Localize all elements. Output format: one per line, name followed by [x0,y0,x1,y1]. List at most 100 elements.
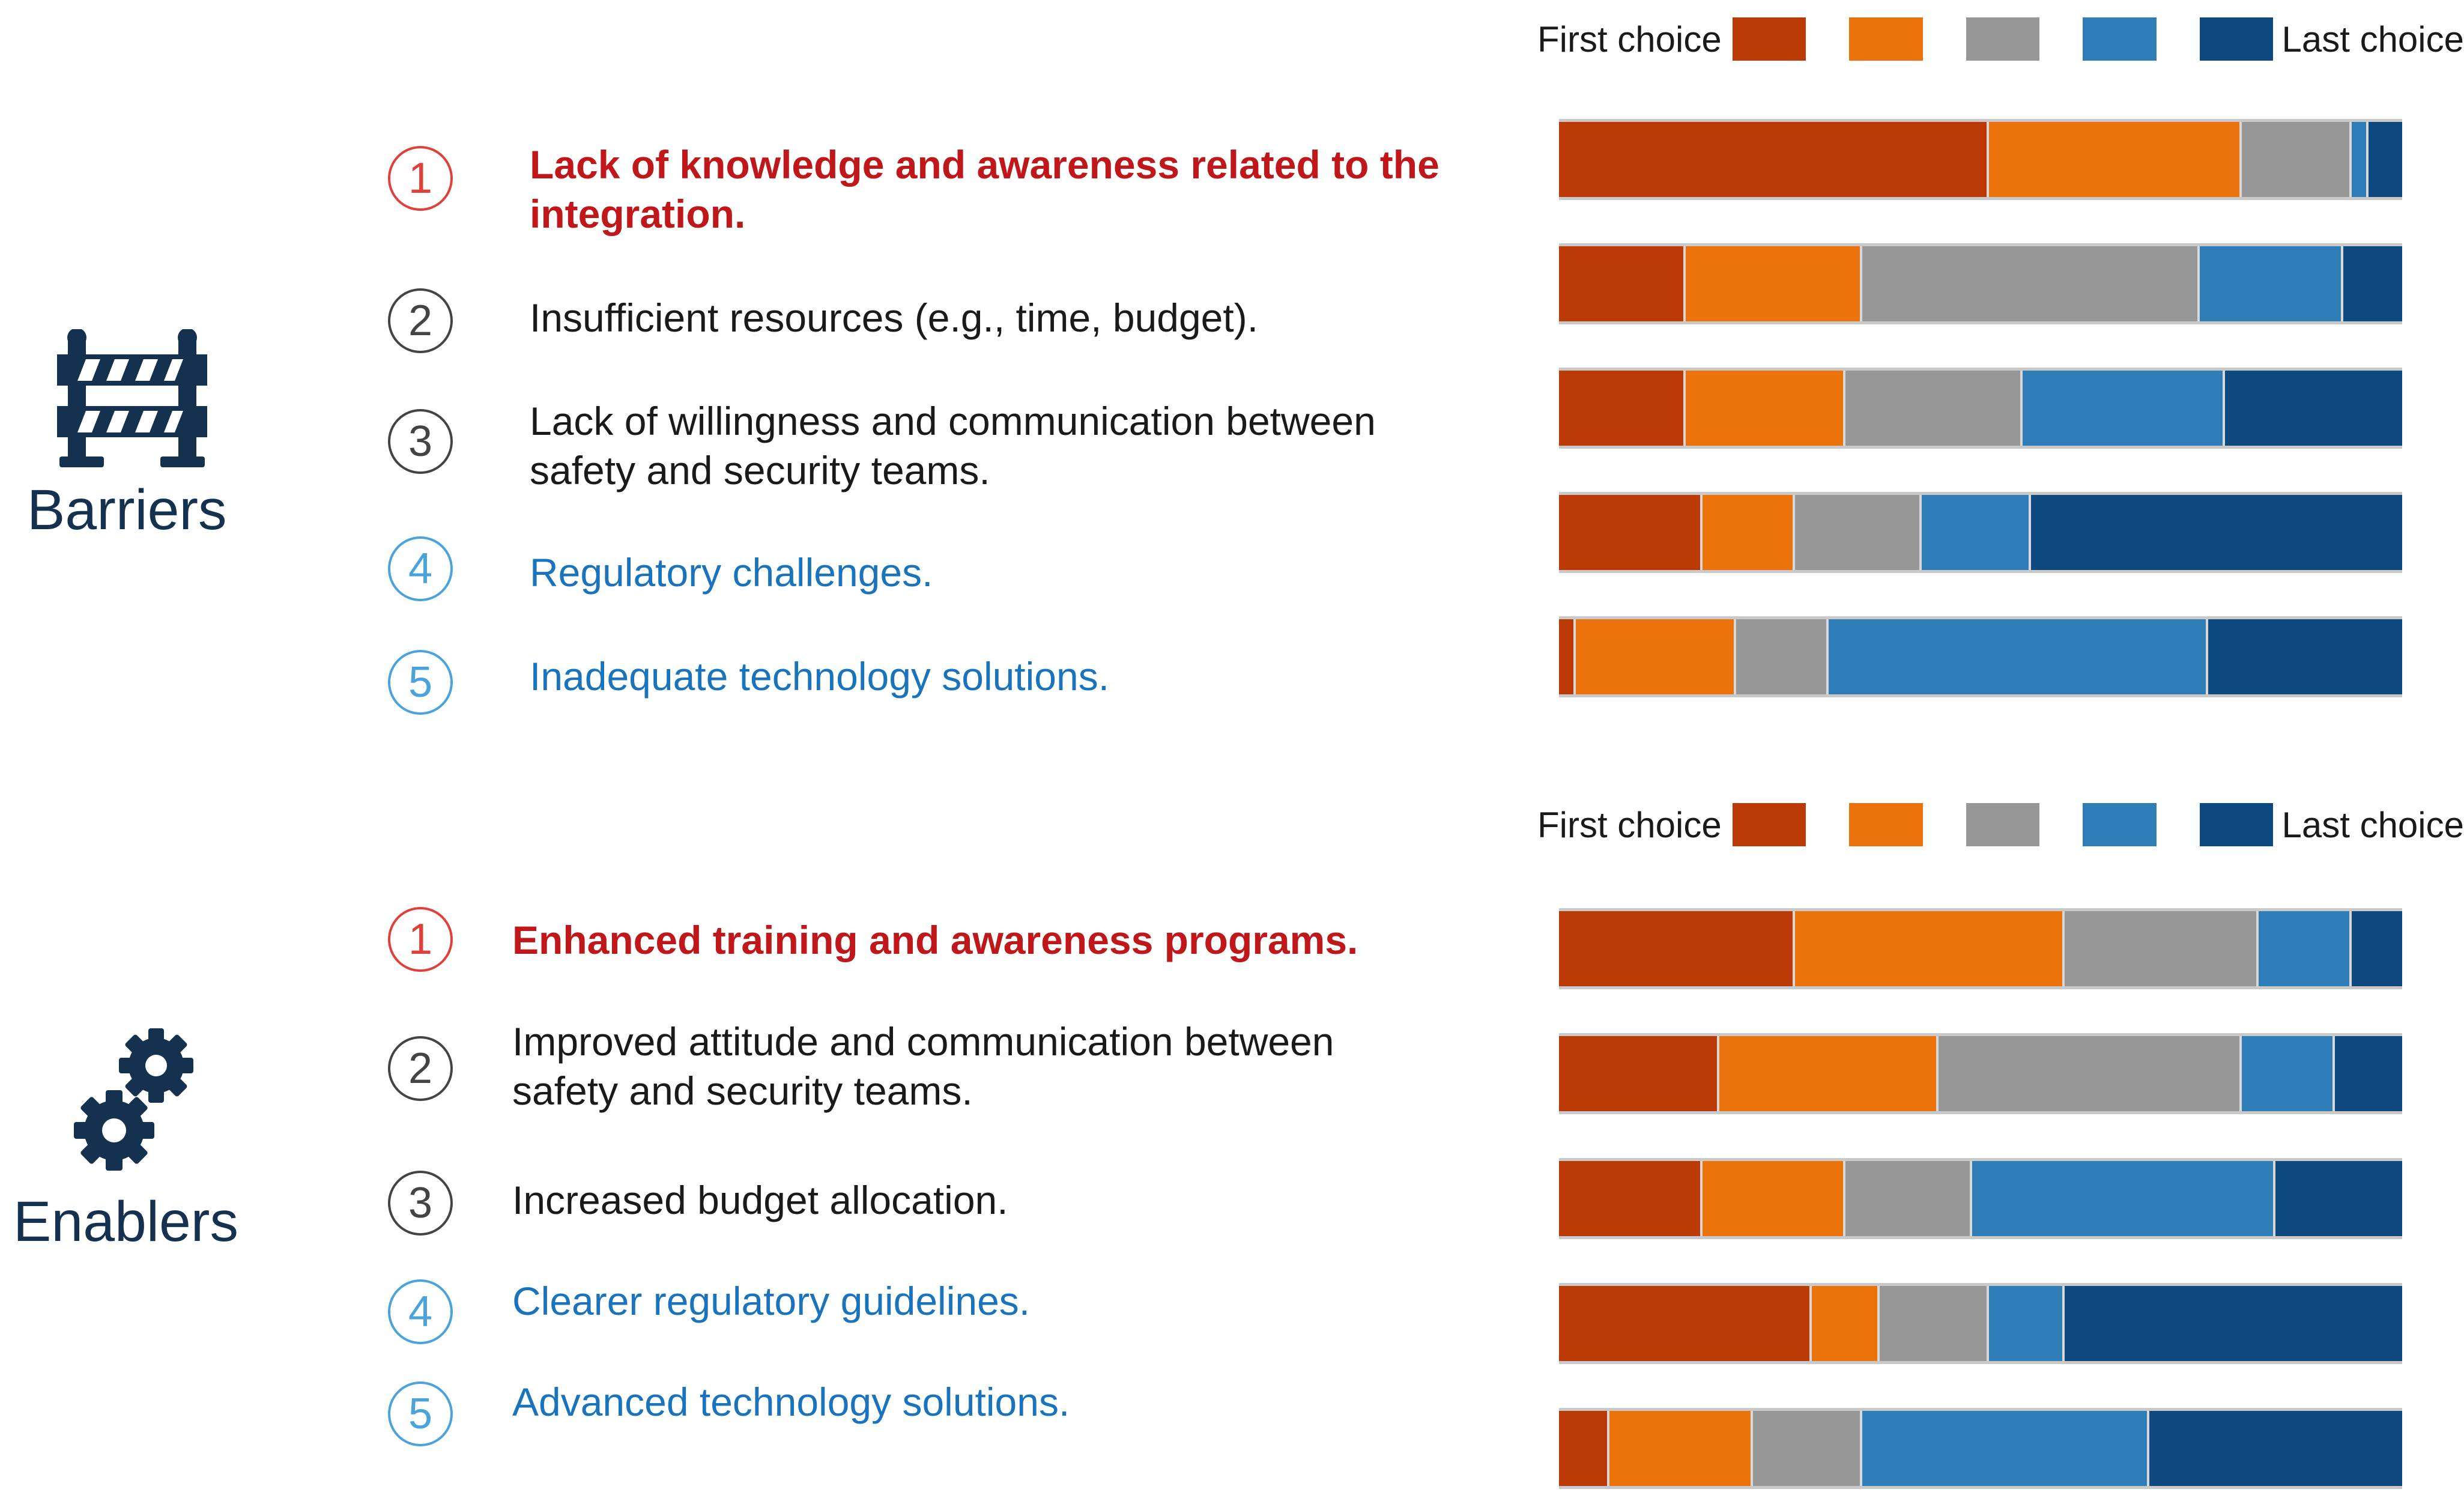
stacked-bar [1559,1033,2402,1114]
bar-segment-choice-5 [2149,1411,2402,1486]
bar-segment-choice-2 [1609,1411,1753,1486]
bar-segment-choice-1 [1559,246,1686,321]
bar-segment-choice-5 [2334,1036,2402,1111]
bar-segment-choice-5 [2031,495,2402,570]
bar-segment-choice-3 [1879,1286,1990,1361]
bar-segment-choice-4 [1862,1411,2149,1486]
bar-segment-choice-4 [2351,122,2369,197]
bar-segment-choice-2 [1702,1161,1846,1236]
bar-segment-choice-4 [1921,495,2032,570]
bar-segment-choice-4 [1989,1286,2065,1361]
bar-segment-choice-3 [1862,246,2200,321]
gears-icon [74,1028,193,1171]
bar-segment-choice-3 [1795,495,1922,570]
legend-swatch [1966,803,2040,846]
bar-segment-choice-2 [1989,122,2242,197]
bar-segment-choice-2 [1812,1286,1880,1361]
enabler-item-text: Improved attitude and communication betw… [512,1019,1334,1113]
barricade-icon [57,329,207,467]
rank-badge-2: 2 [388,288,453,353]
rank-badge-4: 4 [388,1279,453,1344]
legend-swatch [2083,17,2157,61]
barrier-item-text: Insufficient resources (e.g., time, budg… [530,296,1259,340]
bar-segment-choice-1 [1559,371,1686,446]
bar-segment-choice-4 [1829,619,2209,694]
enabler-item-text: Clearer regulatory guidelines. [512,1279,1031,1323]
rank-badge-5: 5 [388,650,453,715]
enabler-item-text: Increased budget allocation. [512,1178,1008,1222]
stacked-bar [1559,1283,2402,1364]
legend-swatch [2083,803,2157,846]
legend-swatch [1732,803,1806,846]
bar-segment-choice-2 [1576,619,1736,694]
bar-segment-choice-4 [1972,1161,2276,1236]
stacked-bar [1559,368,2402,449]
rank-badge-1: 1 [388,146,453,211]
legend-swatch [2199,803,2274,846]
rank-badge-2: 2 [388,1036,453,1101]
bar-segment-choice-4 [2242,1036,2335,1111]
bar-segment-choice-1 [1559,1036,1719,1111]
bar-segment-choice-3 [1845,1161,1972,1236]
bar-segment-choice-2 [1685,371,1846,446]
bar-segment-choice-1 [1559,1286,1812,1361]
enabler-item-text: Advanced technology solutions. [512,1380,1070,1424]
legend-swatch [1732,17,1806,61]
bar-segment-choice-1 [1559,619,1576,694]
bar-segment-choice-4 [2200,246,2343,321]
rank-badge-1: 1 [388,907,453,972]
bar-segment-choice-2 [1702,495,1796,570]
barriers-section: Barriers 1 2 3 4 5 Lack of knowledge and… [27,15,2464,715]
rank-badge-3: 3 [388,1171,453,1236]
bar-segment-choice-5 [2275,1161,2402,1236]
chart-legend: First choice Last choice [1537,15,2464,63]
bar-segment-choice-2 [1685,246,1863,321]
stacked-bar [1559,243,2402,324]
enablers-label: Enablers [13,1190,238,1254]
rank-badge-4: 4 [388,536,453,601]
stacked-bar [1559,1158,2402,1239]
legend-swatch [1849,17,1923,61]
stacked-bar [1559,908,2402,989]
bar-segment-choice-1 [1559,122,1990,197]
bar-segment-choice-5 [2343,246,2402,321]
legend-swatch [1849,803,1923,846]
legend-swatch [2199,17,2274,61]
bar-segment-choice-5 [2368,122,2402,197]
bar-segment-choice-5 [2208,619,2402,694]
bar-segment-choice-3 [2065,911,2259,986]
legend-first-label: First choice [1537,804,1722,845]
legend-last-label: Last choice [2281,804,2464,845]
bar-segment-choice-4 [2023,371,2226,446]
stacked-bar [1559,119,2402,200]
barrier-item-text: Inadequate technology solutions. [530,654,1110,699]
stacked-bar [1559,492,2402,573]
chart-legend: First choice Last choice [1537,801,2464,849]
enabler-item-text: Enhanced training and awareness programs… [512,918,1358,962]
barrier-item-text: Lack of knowledge and awareness related … [530,142,1439,236]
bar-segment-choice-1 [1559,495,1703,570]
bar-segment-choice-5 [2065,1286,2402,1361]
bar-segment-choice-1 [1559,911,1796,986]
bar-segment-choice-5 [2351,911,2402,986]
legend-first-label: First choice [1537,19,1722,59]
bar-segment-choice-3 [1938,1036,2242,1111]
bar-segment-choice-2 [1795,911,2065,986]
bar-segment-choice-2 [1719,1036,1939,1111]
barrier-item-text: Regulatory challenges. [530,550,933,595]
barriers-label: Barriers [27,478,227,542]
barrier-item-text: Lack of willingness and communication be… [530,399,1376,493]
bar-segment-choice-4 [2259,911,2352,986]
bar-segment-choice-1 [1559,1411,1610,1486]
bar-segment-choice-3 [1736,619,1829,694]
bar-segment-choice-5 [2225,371,2402,446]
legend-last-label: Last choice [2281,19,2464,59]
bar-segment-choice-1 [1559,1161,1703,1236]
stacked-bar [1559,616,2402,697]
rank-badge-5: 5 [388,1381,453,1446]
bar-segment-choice-3 [1752,1411,1863,1486]
stacked-bar [1559,1408,2402,1489]
bar-segment-choice-3 [2242,122,2352,197]
rank-badge-3: 3 [388,409,453,474]
legend-swatch [1966,17,2040,61]
